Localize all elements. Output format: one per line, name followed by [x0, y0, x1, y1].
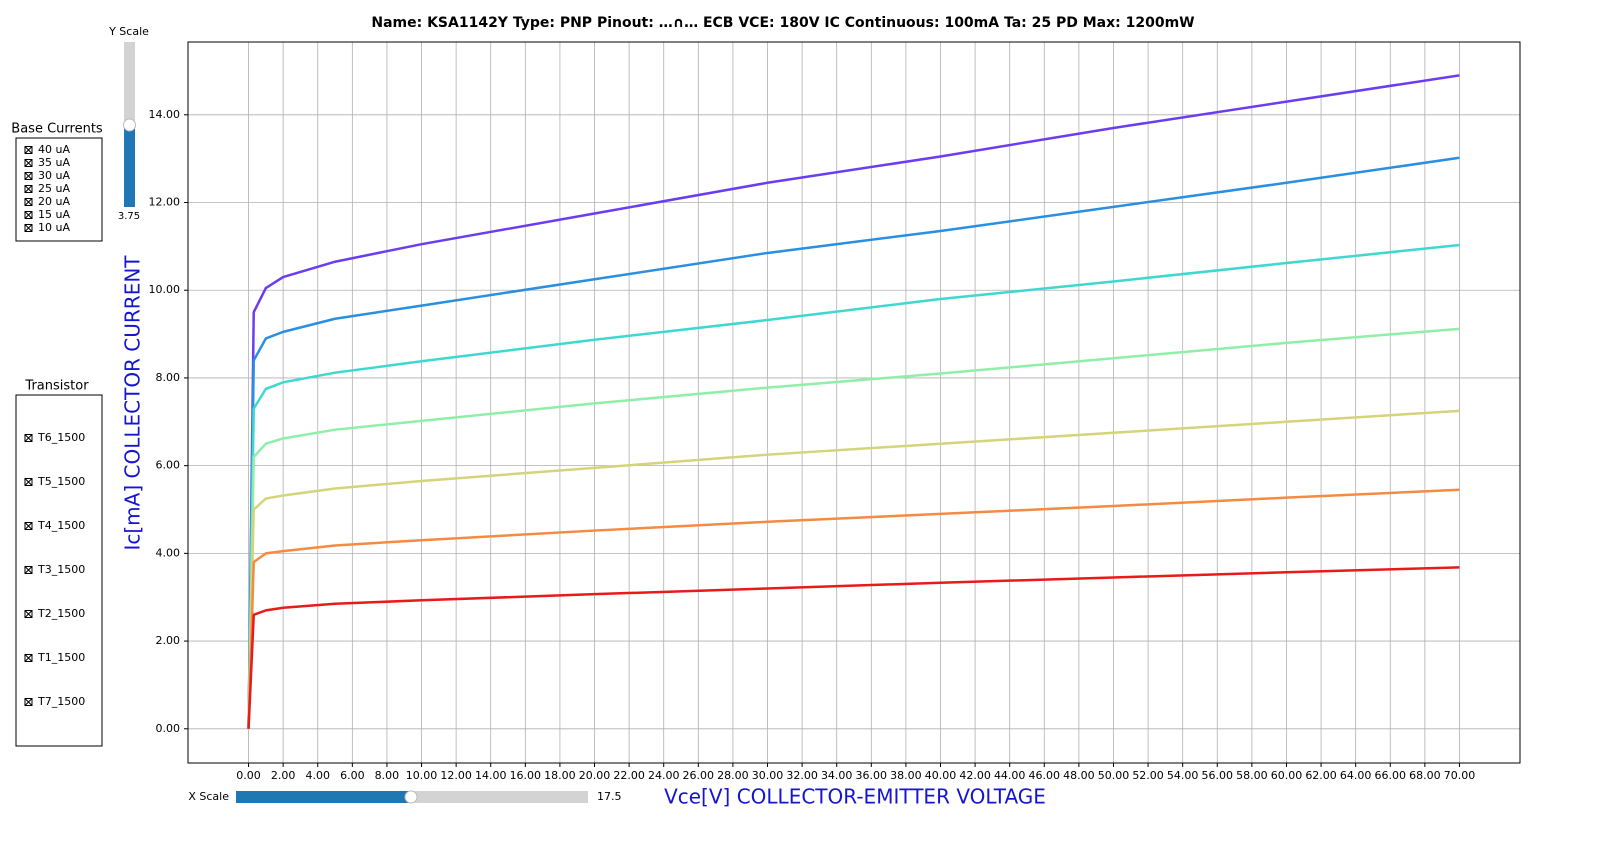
x-tick-label: 58.00	[1236, 769, 1268, 782]
x-tick-label: 48.00	[1063, 769, 1095, 782]
x-tick-label: 4.00	[305, 769, 330, 782]
legend-entry[interactable]: 15 uA	[38, 208, 70, 221]
checkbox-mark	[24, 522, 33, 530]
x-tick-label: 10.00	[406, 769, 438, 782]
curve	[247, 488, 1460, 729]
y-slider-knob[interactable]	[123, 118, 136, 132]
checkbox-mark	[24, 146, 33, 154]
x-tick-label: 62.00	[1305, 769, 1337, 782]
x-tick-label: 30.00	[752, 769, 784, 782]
y-tick-label: 8.00	[156, 371, 181, 384]
x-scale-value: 17.5	[597, 790, 622, 803]
curve	[247, 327, 1460, 729]
y-tick-label: 4.00	[156, 546, 181, 559]
legend-box	[15, 137, 103, 242]
y-tick-label: 6.00	[156, 459, 181, 472]
x-slider-fill	[236, 791, 411, 803]
transistor-box	[15, 394, 103, 747]
curve	[247, 243, 1460, 729]
chart-title: Name: KSA1142Y Type: PNP Pinout: …∩… ECB…	[371, 15, 1194, 31]
checkbox-mark	[24, 211, 33, 219]
x-tick-label: 34.00	[821, 769, 853, 782]
x-tick-label: 66.00	[1375, 769, 1407, 782]
legend-entry[interactable]: 20 uA	[38, 195, 70, 208]
x-tick-label: 46.00	[1029, 769, 1061, 782]
curve	[247, 409, 1460, 729]
x-tick-label: 2.00	[271, 769, 296, 782]
checkbox-mark	[24, 185, 33, 193]
x-tick-label: 32.00	[786, 769, 818, 782]
x-tick-label: 24.00	[648, 769, 680, 782]
x-tick-label: 0.00	[236, 769, 261, 782]
x-tick-label: 50.00	[1098, 769, 1130, 782]
checkbox-mark	[24, 224, 33, 232]
legend-entry[interactable]: 40 uA	[38, 143, 70, 156]
y-scale-value: 3.75	[118, 211, 140, 222]
x-tick-label: 22.00	[613, 769, 645, 782]
transistor-entry[interactable]: T5_1500	[37, 475, 85, 488]
x-tick-label: 60.00	[1271, 769, 1303, 782]
x-tick-label: 20.00	[579, 769, 611, 782]
x-tick-label: 18.00	[544, 769, 576, 782]
checkbox-mark	[24, 434, 33, 442]
curve	[247, 74, 1460, 729]
x-tick-label: 38.00	[890, 769, 922, 782]
checkbox-mark	[24, 610, 33, 618]
plot-frame	[187, 41, 1521, 764]
legend-entry[interactable]: 10 uA	[38, 221, 70, 234]
x-tick-label: 54.00	[1167, 769, 1199, 782]
curve	[247, 566, 1460, 729]
x-tick-label: 64.00	[1340, 769, 1372, 782]
y-slider-fill	[124, 125, 135, 207]
checkbox-mark	[24, 478, 33, 486]
x-tick-label: 68.00	[1409, 769, 1441, 782]
transistor-entry[interactable]: T3_1500	[37, 563, 85, 576]
x-tick-label: 36.00	[856, 769, 888, 782]
checkbox-mark	[24, 159, 33, 167]
y-axis-label: Ic[mA] COLLECTOR CURRENT	[121, 255, 145, 551]
transistor-entry[interactable]: T7_1500	[37, 695, 85, 708]
x-tick-label: 52.00	[1132, 769, 1164, 782]
transistor-entry[interactable]: T2_1500	[37, 607, 85, 620]
transistor-entry[interactable]: T4_1500	[37, 519, 85, 532]
checkbox-mark	[24, 566, 33, 574]
x-tick-label: 26.00	[683, 769, 715, 782]
x-tick-label: 8.00	[375, 769, 400, 782]
x-tick-label: 44.00	[994, 769, 1026, 782]
x-tick-label: 12.00	[440, 769, 472, 782]
x-tick-label: 56.00	[1202, 769, 1234, 782]
x-tick-label: 16.00	[510, 769, 542, 782]
x-tick-label: 70.00	[1444, 769, 1476, 782]
checkbox-mark	[24, 198, 33, 206]
x-tick-label: 40.00	[925, 769, 957, 782]
transistor-entry[interactable]: T6_1500	[37, 431, 85, 444]
y-tick-label: 12.00	[149, 196, 181, 209]
x-slider-knob[interactable]	[404, 790, 418, 804]
x-scale-label: X Scale	[188, 790, 229, 803]
y-tick-label: 0.00	[156, 722, 181, 735]
legend-entry[interactable]: 25 uA	[38, 182, 70, 195]
x-axis-label: Vce[V] COLLECTOR-EMITTER VOLTAGE	[664, 785, 1046, 809]
checkbox-mark	[24, 654, 33, 662]
x-tick-label: 14.00	[475, 769, 507, 782]
y-tick-label: 2.00	[156, 634, 181, 647]
transistor-entry[interactable]: T1_1500	[37, 651, 85, 664]
y-scale-label: Y Scale	[108, 25, 149, 38]
legend-entry[interactable]: 35 uA	[38, 156, 70, 169]
x-tick-label: 6.00	[340, 769, 365, 782]
transistor-title: Transistor	[24, 379, 89, 394]
x-tick-label: 42.00	[959, 769, 991, 782]
checkbox-mark	[24, 698, 33, 706]
y-tick-label: 10.00	[149, 283, 181, 296]
legend-entry[interactable]: 30 uA	[38, 169, 70, 182]
x-tick-label: 28.00	[717, 769, 749, 782]
checkbox-mark	[24, 172, 33, 180]
y-tick-label: 14.00	[149, 108, 181, 121]
legend-title: Base Currents	[11, 122, 103, 137]
curve	[247, 156, 1460, 729]
